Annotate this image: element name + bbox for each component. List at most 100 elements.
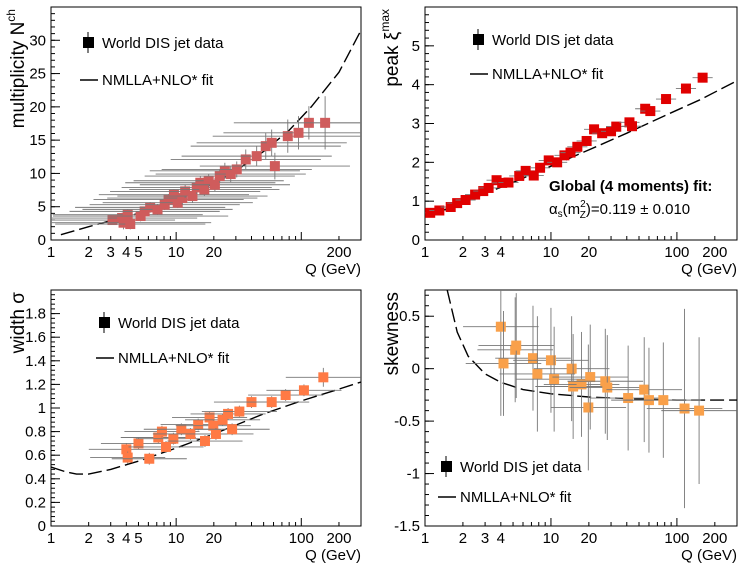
data-point <box>111 452 187 465</box>
data-marker <box>118 217 129 228</box>
legend-fit-label: NMLLA+NLO* fit <box>118 350 230 367</box>
data-point <box>498 177 519 188</box>
data-marker <box>168 189 179 200</box>
data-point <box>640 106 661 117</box>
data-marker <box>511 340 522 351</box>
fit-curve <box>51 381 361 475</box>
data-marker <box>583 402 594 413</box>
x-tick-label: 4 <box>122 530 130 547</box>
y-tick-label: 0.4 <box>25 471 46 488</box>
data-point <box>161 161 312 178</box>
data-point <box>190 408 266 420</box>
data-marker <box>658 395 669 406</box>
y-tick-label: 25 <box>29 66 46 83</box>
data-marker <box>535 162 546 173</box>
legend-fit-label: NMLLA+NLO* fit <box>102 72 214 89</box>
y-tick-label: 1 <box>38 400 46 417</box>
data-point <box>167 435 243 447</box>
data-point <box>625 342 702 458</box>
data-point <box>535 334 611 439</box>
value: )=0.119 ± 0.010 <box>586 201 690 218</box>
y-tick-label: 1 <box>412 193 420 210</box>
data-marker <box>203 175 214 186</box>
data-marker <box>483 182 494 193</box>
data-marker <box>193 419 204 430</box>
x-tick-label: 10 <box>168 530 185 547</box>
data-point <box>590 345 666 451</box>
data-point <box>51 215 176 226</box>
data-marker <box>144 453 155 464</box>
data-point <box>155 166 306 183</box>
data-marker <box>645 106 656 117</box>
data-point <box>552 324 629 430</box>
x-axis-label: Q (GeV) <box>305 261 361 278</box>
data-marker <box>240 154 251 165</box>
y-tick-label: 0 <box>412 232 420 249</box>
y-tick-label: 1.4 <box>25 353 46 370</box>
data-point <box>465 310 542 416</box>
x-tick-label: 3 <box>107 530 115 547</box>
data-point <box>196 129 347 157</box>
x-tick-label: 20 <box>205 244 222 261</box>
data-marker <box>231 164 242 175</box>
data-marker <box>122 209 133 220</box>
data-marker <box>606 126 617 137</box>
data-marker <box>572 141 583 152</box>
data-marker <box>209 179 220 190</box>
data-marker <box>320 117 331 128</box>
data-point <box>463 290 539 416</box>
x-tick-label: 1 <box>47 244 55 261</box>
data-marker <box>697 72 708 83</box>
x-tick-label: 200 <box>702 244 727 261</box>
data-point <box>55 218 206 230</box>
data-marker <box>543 155 554 166</box>
y-tick-label: 5 <box>412 38 420 55</box>
data-marker <box>187 191 198 202</box>
data-marker <box>527 353 538 364</box>
y-axis-label-main: width σ <box>8 292 29 355</box>
data-point <box>185 413 261 426</box>
y-axis-label-main: skewness <box>382 292 403 375</box>
data-marker <box>251 151 262 162</box>
data-point <box>523 170 544 181</box>
data-marker <box>478 186 489 197</box>
data-marker <box>470 189 481 200</box>
data-marker <box>623 393 634 404</box>
data-point <box>181 146 332 167</box>
data-point <box>516 326 592 432</box>
data-point <box>606 337 682 443</box>
data-point <box>547 157 568 168</box>
data-marker <box>566 363 577 374</box>
data-point <box>513 307 589 413</box>
x-tick-label: 1 <box>421 530 429 547</box>
x-tick-label: 2 <box>85 530 93 547</box>
data-marker <box>163 194 174 205</box>
panel-p4: 1 2 3 4 10 20 100 200 -1.5 -1 -0.5 0 0.5 Q (GeV) skewn… <box>382 289 738 564</box>
x-tick-label: 100 <box>664 244 689 261</box>
y-tick-label: 0.6 <box>25 447 46 464</box>
data-marker <box>568 381 579 392</box>
y-tick-label: 1.6 <box>25 329 46 346</box>
data-marker <box>208 420 219 431</box>
y-tick-label: -0.5 <box>394 413 420 430</box>
y-axis-label-sub: ch <box>4 9 18 22</box>
y-tick-label: 10 <box>29 165 46 182</box>
data-point <box>655 94 677 105</box>
x-tick-label: 2 <box>85 244 93 261</box>
legend-data-label: World DIS jet data <box>460 459 582 476</box>
data-point <box>646 308 723 509</box>
data-marker <box>491 175 502 186</box>
y-tick-label: 0.5 <box>399 308 420 325</box>
y-tick-label: 4 <box>412 77 420 94</box>
y-tick-label: 0 <box>38 232 46 249</box>
x-tick-label: 3 <box>481 530 489 547</box>
data-point <box>550 344 627 471</box>
data-point <box>266 384 342 397</box>
data-point <box>178 428 254 440</box>
x-tick-label: 100 <box>664 530 689 547</box>
data-marker <box>576 379 587 390</box>
data-point <box>199 152 350 180</box>
data-marker <box>156 426 167 437</box>
x-tick-label: 200 <box>326 244 351 261</box>
